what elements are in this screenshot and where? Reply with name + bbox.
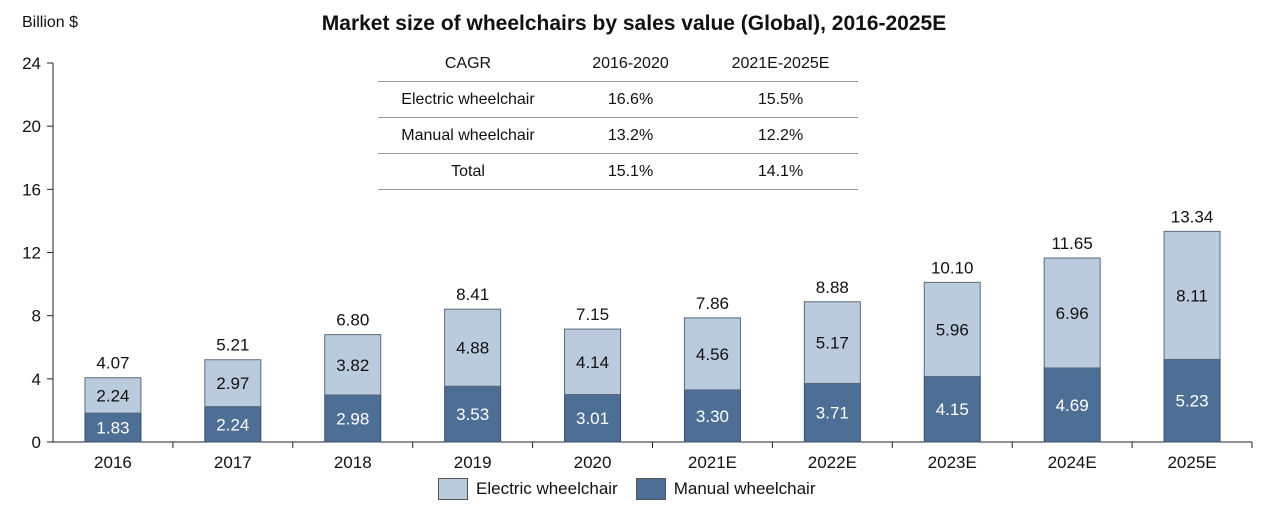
x-tick-label: 2022E <box>808 453 857 472</box>
bar-label-manual: 2.98 <box>336 409 369 428</box>
bar-manual <box>923 375 981 443</box>
bar-total-label: 8.41 <box>456 285 489 304</box>
cagr-row-manual: Manual wheelchair 13.2% 12.2% <box>378 118 858 154</box>
legend-item-manual: Manual wheelchair <box>635 478 816 500</box>
bar-label-manual: 4.69 <box>1056 396 1089 415</box>
bar-label-manual: 3.30 <box>696 407 729 426</box>
bar-electric <box>564 328 622 395</box>
x-tick-label: 2023E <box>928 453 977 472</box>
cagr-row-label: Manual wheelchair <box>401 126 535 144</box>
bar-electric <box>84 377 142 414</box>
y-tick-label: 0 <box>32 433 41 452</box>
bar-manual <box>444 385 502 443</box>
y-tick-label: 20 <box>22 117 41 136</box>
bar-electric <box>683 317 741 391</box>
bar-label-manual: 5.23 <box>1176 392 1209 411</box>
chart-legend: Electric wheelchair Manual wheelchair <box>438 478 833 500</box>
bar-electric <box>204 359 262 408</box>
bar-manual <box>683 389 741 443</box>
bar-label-electric: 4.56 <box>696 345 729 364</box>
bar-electric <box>803 301 861 384</box>
bar-total-label: 8.88 <box>816 278 849 297</box>
cagr-header-label: CAGR <box>444 54 492 72</box>
bar-label-electric: 2.24 <box>96 386 129 405</box>
y-axis-unit-label: Billion $ <box>22 14 79 31</box>
chart-title: Market size of wheelchairs by sales valu… <box>321 12 947 35</box>
y-tick-label: 24 <box>22 54 41 73</box>
bar-label-electric: 6.96 <box>1056 304 1089 323</box>
cagr-header-period-1: 2016-2020 <box>592 54 669 72</box>
x-tick-label: 2018 <box>334 453 372 472</box>
y-tick-label: 8 <box>32 307 41 326</box>
cagr-row-label: Electric wheelchair <box>401 90 535 108</box>
y-tick-label: 16 <box>22 180 41 199</box>
cagr-value: 15.1% <box>607 162 654 180</box>
bar-label-manual: 3.71 <box>816 404 849 423</box>
bar-electric <box>1163 230 1221 360</box>
bar-label-manual: 3.53 <box>456 405 489 424</box>
bar-manual <box>803 382 861 443</box>
bar-label-electric: 5.96 <box>936 320 969 339</box>
bar-label-manual: 3.01 <box>576 409 609 428</box>
cagr-header-period-2: 2021E-2025E <box>731 54 830 72</box>
cagr-row-electric: Electric wheelchair 16.6% 15.5% <box>378 82 858 118</box>
bar-total-label: 13.34 <box>1171 207 1214 226</box>
bar-label-electric: 2.97 <box>216 374 249 393</box>
bar-total-label: 11.65 <box>1052 234 1093 253</box>
x-tick-label: 2020 <box>574 453 612 472</box>
bar-total-label: 6.80 <box>336 311 369 330</box>
cagr-row-total: Total 15.1% 14.1% <box>378 154 858 190</box>
legend-label-electric: Electric wheelchair <box>476 479 618 498</box>
bar-label-electric: 4.88 <box>456 339 489 358</box>
bar-total-label: 7.15 <box>576 305 609 324</box>
x-tick-label: 2021E <box>688 453 737 472</box>
legend-swatch-electric <box>438 478 468 500</box>
cagr-value: 14.1% <box>757 162 804 180</box>
cagr-value: 15.5% <box>757 90 804 108</box>
bar-label-electric: 5.17 <box>816 334 849 353</box>
legend-item-electric: Electric wheelchair <box>438 478 618 500</box>
x-tick-label: 2019 <box>454 453 492 472</box>
y-tick-label: 4 <box>32 370 41 389</box>
bar-manual <box>1163 358 1221 443</box>
bar-total-label: 7.86 <box>696 294 729 313</box>
cagr-value: 12.2% <box>757 126 804 144</box>
x-tick-label: 2025E <box>1167 453 1216 472</box>
bar-label-electric: 3.82 <box>336 356 369 375</box>
bar-electric <box>1043 257 1101 369</box>
bar-total-label: 10.10 <box>931 258 974 277</box>
bar-manual <box>1043 367 1101 443</box>
cagr-row-label: Total <box>451 162 485 180</box>
legend-swatch-manual <box>635 478 666 500</box>
cagr-value: 16.6% <box>607 90 654 108</box>
bar-label-manual: 1.83 <box>96 419 129 438</box>
x-tick-label: 2024E <box>1048 453 1097 472</box>
cagr-table: CAGR 2016-2020 2021E-2025E Electric whee… <box>378 46 858 190</box>
x-tick-label: 2016 <box>94 453 132 472</box>
bar-total-label: 5.21 <box>216 336 249 355</box>
bar-total-label: 4.07 <box>96 354 129 373</box>
bar-manual <box>564 393 622 443</box>
bar-label-manual: 2.24 <box>216 415 249 434</box>
bar-label-electric: 4.14 <box>576 353 609 372</box>
cagr-table-header-row: CAGR 2016-2020 2021E-2025E <box>378 46 858 82</box>
bar-electric <box>923 281 981 377</box>
x-tick-label: 2017 <box>214 453 252 472</box>
bar-manual <box>204 406 262 443</box>
legend-label-manual: Manual wheelchair <box>673 479 816 498</box>
cagr-value: 13.2% <box>607 126 654 144</box>
bar-electric <box>324 334 382 396</box>
y-tick-label: 12 <box>22 244 41 263</box>
bar-label-electric: 8.11 <box>1176 286 1208 305</box>
bar-label-manual: 4.15 <box>936 400 969 419</box>
bar-electric <box>444 308 502 387</box>
